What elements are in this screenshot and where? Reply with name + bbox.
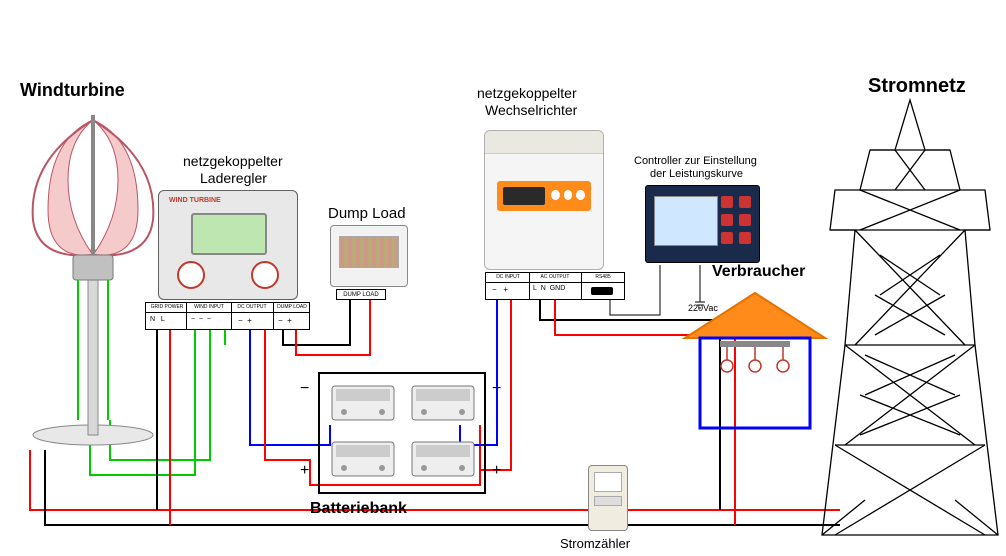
label-dumpload: Dump Load: [328, 205, 406, 222]
label-stromzaehler: Stromzähler: [560, 536, 630, 551]
dump-load: [330, 225, 408, 287]
charge-controller: WIND TURBINE: [158, 190, 298, 300]
transmission-tower-icon: [810, 95, 1006, 556]
diagram-stage: Windturbine Stromnetz netzgekoppelter La…: [0, 0, 1006, 556]
port-dumpload: DUMP LOAD: [274, 304, 310, 310]
curve-controller: [645, 185, 760, 263]
battery-bank: [318, 372, 486, 494]
label-wechselrichter-2: Wechselrichter: [485, 102, 577, 118]
label-laderegler-2: Laderegler: [200, 170, 267, 186]
dial-icon: [251, 261, 279, 289]
minus-sign: −: [300, 380, 309, 398]
label-wechselrichter-1: netzgekoppelter: [477, 85, 577, 101]
inverter: [484, 130, 604, 270]
inverter-terminals: DC INPUT AC OUTPUT RS485 − + L N GND: [485, 272, 625, 300]
label-batteriebank: Batteriebank: [310, 500, 407, 518]
minus-sign: −: [492, 380, 501, 398]
port-acoutput: AC OUTPUT: [530, 274, 580, 280]
port-windinput: WIND INPUT: [188, 304, 230, 310]
electricity-meter: [588, 465, 628, 531]
label-laderegler-1: netzgekoppelter: [183, 153, 283, 169]
port-rs485: RS485: [582, 274, 624, 280]
label-windturbine: Windturbine: [20, 80, 125, 101]
windturbine-icon: [8, 100, 178, 460]
curve-lcd-icon: [654, 196, 718, 246]
label-controller-1: Controller zur Einstellung: [634, 155, 757, 167]
dumpload-port: DUMP LOAD: [336, 289, 386, 300]
controller-brand: WIND TURBINE: [169, 197, 221, 204]
port-dcoutput: DC OUTPUT: [232, 304, 272, 310]
port-gridpower: GRID POWER: [148, 304, 186, 310]
plus-sign: +: [300, 462, 309, 480]
controller-terminals: GRID POWER WIND INPUT DC OUTPUT DUMP LOA…: [145, 302, 310, 330]
lcd-icon: [191, 213, 267, 255]
port-dcinput: DC INPUT: [488, 274, 528, 280]
label-controller-2: der Leistungskurve: [650, 168, 743, 180]
plus-sign: +: [492, 462, 501, 480]
inverter-display-icon: [497, 181, 591, 211]
dial-icon: [177, 261, 205, 289]
